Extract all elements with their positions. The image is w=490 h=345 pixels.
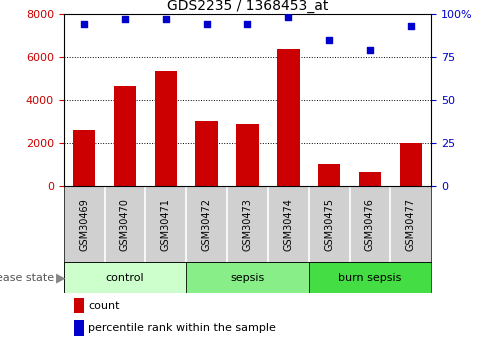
Bar <box>186 262 309 293</box>
Point <box>203 21 211 27</box>
Text: disease state: disease state <box>0 273 54 283</box>
Text: GSM30473: GSM30473 <box>243 198 252 251</box>
Text: GSM30471: GSM30471 <box>161 198 171 251</box>
Point <box>162 16 170 22</box>
Text: GSM30472: GSM30472 <box>201 198 212 251</box>
Point <box>366 47 374 53</box>
Text: GSM30474: GSM30474 <box>283 198 294 251</box>
Text: GSM30477: GSM30477 <box>406 198 416 251</box>
Text: burn sepsis: burn sepsis <box>338 273 402 283</box>
Bar <box>399 143 422 186</box>
Bar <box>74 320 84 336</box>
Point <box>244 21 251 27</box>
Bar <box>154 71 177 186</box>
Text: percentile rank within the sample: percentile rank within the sample <box>88 323 276 333</box>
Point <box>121 16 129 22</box>
Bar <box>64 262 186 293</box>
Bar <box>196 120 218 186</box>
Title: GDS2235 / 1368453_at: GDS2235 / 1368453_at <box>167 0 328 13</box>
Text: GSM30475: GSM30475 <box>324 198 334 251</box>
Text: sepsis: sepsis <box>230 273 265 283</box>
Bar <box>74 298 84 313</box>
Text: count: count <box>88 301 120 311</box>
Bar <box>359 172 381 186</box>
Text: GSM30469: GSM30469 <box>79 198 89 250</box>
Text: GSM30470: GSM30470 <box>120 198 130 251</box>
Text: GSM30476: GSM30476 <box>365 198 375 251</box>
Point <box>325 37 333 42</box>
Point <box>80 21 88 27</box>
Bar <box>73 130 96 186</box>
Bar <box>318 164 341 186</box>
Text: control: control <box>106 273 144 283</box>
Point <box>407 23 415 29</box>
Bar <box>236 124 259 186</box>
Bar <box>309 262 431 293</box>
Bar <box>277 49 299 186</box>
Text: ▶: ▶ <box>56 271 66 284</box>
Point <box>284 14 292 20</box>
Bar <box>114 86 136 186</box>
